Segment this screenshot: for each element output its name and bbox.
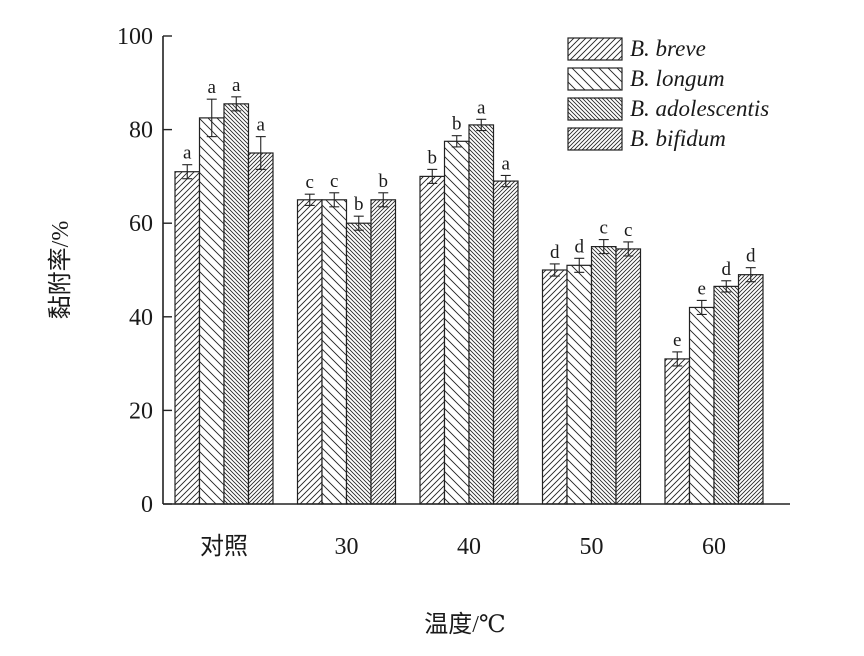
significance-letter: e (698, 278, 706, 299)
y-tick-label: 20 (129, 398, 153, 424)
significance-letter: d (550, 242, 560, 263)
x-tick-label: 30 (335, 534, 359, 560)
significance-letter: d (575, 236, 585, 257)
bar (468, 124, 495, 505)
significance-letter: c (600, 218, 608, 239)
significance-letter: c (624, 220, 632, 241)
significance-letter: c (330, 171, 338, 192)
bar (370, 199, 397, 505)
significance-letter: e (673, 330, 681, 351)
legend-label: B. bifidum (630, 126, 726, 151)
bar (443, 140, 470, 505)
bar (541, 269, 568, 505)
bar (492, 180, 519, 505)
x-tick-label: 40 (457, 534, 481, 560)
significance-letter: d (722, 259, 732, 280)
significance-letter: c (306, 172, 314, 193)
legend-swatch (567, 127, 623, 151)
bar (198, 117, 225, 505)
x-tick-label: 60 (702, 534, 726, 560)
legend-label: B. longum (630, 66, 725, 91)
y-tick-label: 0 (141, 492, 153, 518)
legend-swatch (567, 37, 623, 61)
y-axis-title: 黏附率/% (47, 221, 74, 320)
x-tick-label: 对照 (200, 533, 248, 560)
legend: B. breve B. longum B. adolescentis B. bifid… (567, 36, 769, 151)
bar (664, 358, 691, 505)
y-tick-label: 100 (117, 24, 153, 50)
x-tick-label: 50 (580, 534, 604, 560)
significance-letter: a (257, 115, 266, 136)
y-axis-ticks: 0 20 40 60 80 100 (117, 24, 172, 518)
significance-letter: a (477, 97, 486, 118)
significance-letter: b (428, 147, 438, 168)
y-tick-label: 80 (129, 118, 153, 144)
bar (590, 246, 617, 505)
bar (321, 199, 348, 505)
y-tick-label: 40 (129, 305, 153, 331)
significance-letter: b (379, 171, 389, 192)
bar (688, 306, 715, 505)
significance-letter: a (208, 77, 217, 98)
bar (615, 248, 642, 505)
significance-letter: d (746, 246, 756, 267)
significance-letter: a (183, 143, 192, 164)
bar (713, 285, 740, 505)
y-tick-label: 60 (129, 211, 153, 237)
legend-swatch (567, 67, 623, 91)
significance-letter: a (232, 75, 241, 96)
bar (174, 171, 201, 505)
significance-letter: a (502, 153, 511, 174)
bar (566, 264, 593, 505)
bar (296, 199, 323, 505)
significance-letter: b (452, 114, 462, 135)
bar (223, 103, 250, 505)
legend-label: B. adolescentis (630, 96, 769, 121)
bar (247, 152, 274, 505)
significance-letter: b (354, 194, 364, 215)
bar (737, 274, 764, 505)
x-axis-tick-labels: 对照 30 40 50 60 (200, 533, 726, 560)
legend-label: B. breve (630, 36, 706, 61)
x-axis-title: 温度/℃ (424, 611, 506, 638)
bar (419, 175, 446, 505)
bar (345, 222, 372, 505)
legend-swatch (567, 97, 623, 121)
